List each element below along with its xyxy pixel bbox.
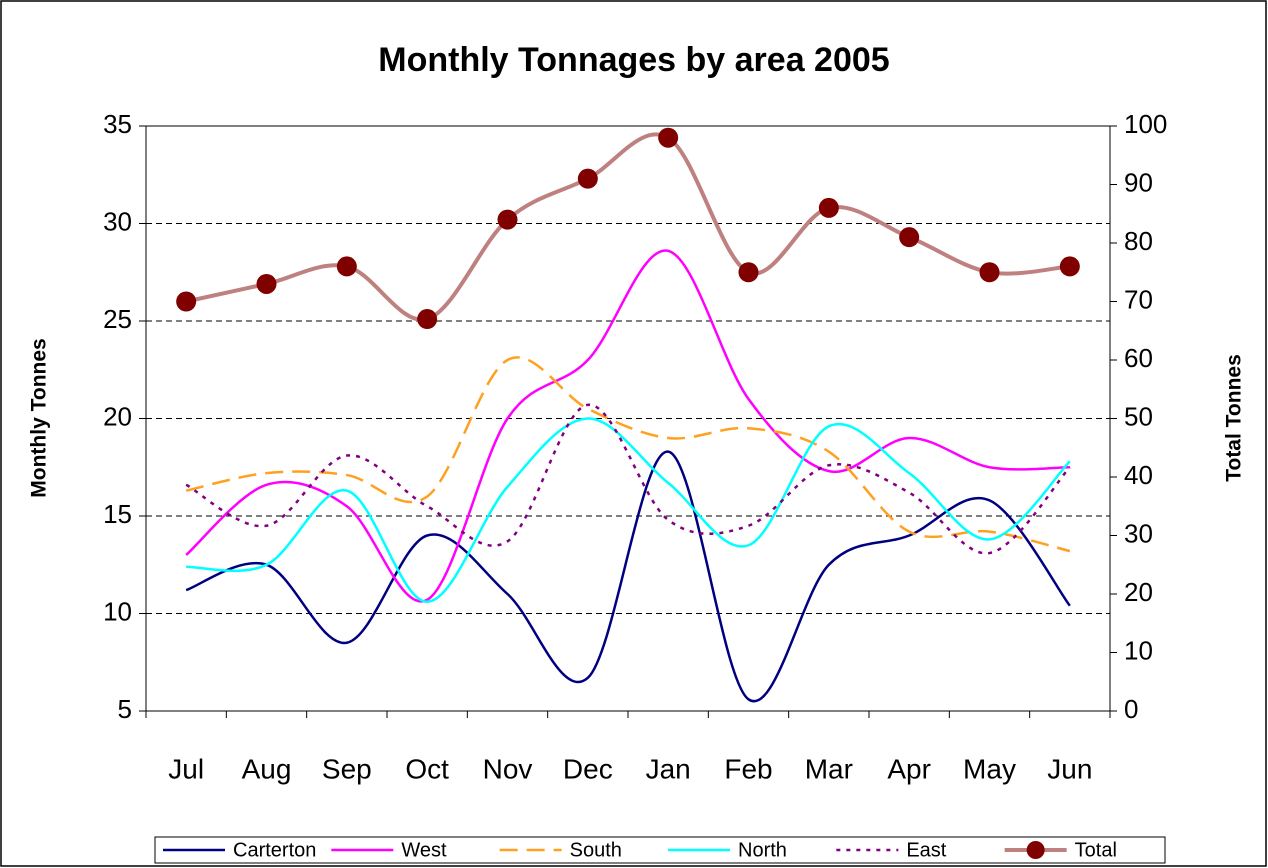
legend-label: East bbox=[906, 839, 946, 861]
y2-tick-label: 50 bbox=[1124, 401, 1153, 431]
series-marker bbox=[818, 197, 839, 218]
y2-tick-label: 90 bbox=[1124, 167, 1153, 197]
legend-label: North bbox=[738, 839, 787, 861]
y2-tick-label: 80 bbox=[1124, 226, 1153, 256]
x-tick-label: Jan bbox=[646, 753, 691, 784]
y2-tick-label: 0 bbox=[1124, 694, 1138, 724]
series-line bbox=[186, 417, 1071, 604]
y2-tick-label: 40 bbox=[1124, 460, 1153, 490]
x-tick-label: Oct bbox=[405, 753, 449, 784]
series-marker bbox=[899, 227, 920, 248]
y-tick-label: 10 bbox=[103, 596, 132, 626]
x-tick-label: Feb bbox=[724, 753, 772, 784]
x-tick-label: Jul bbox=[168, 753, 204, 784]
x-tick-label: May bbox=[963, 753, 1016, 784]
series-marker bbox=[577, 168, 598, 189]
y-tick-label: 5 bbox=[118, 694, 132, 724]
y2-axis-label: Total Tonnes bbox=[1223, 354, 1246, 482]
y2-tick-label: 20 bbox=[1124, 577, 1153, 607]
y-tick-label: 35 bbox=[103, 109, 132, 139]
legend-label: Carterton bbox=[233, 839, 316, 861]
series-marker bbox=[658, 127, 679, 148]
legend-label: South bbox=[570, 839, 622, 861]
legend-marker bbox=[1026, 841, 1045, 859]
x-tick-label: Dec bbox=[563, 753, 613, 784]
y2-tick-label: 70 bbox=[1124, 284, 1153, 314]
series-line bbox=[185, 249, 1070, 603]
x-tick-label: Nov bbox=[483, 753, 533, 784]
series-marker bbox=[738, 262, 759, 283]
series-marker bbox=[497, 209, 518, 230]
chart-title: Monthly Tonnages by area 2005 bbox=[378, 41, 889, 79]
y2-tick-label: 100 bbox=[1124, 109, 1167, 139]
legend-box bbox=[154, 836, 1166, 864]
x-tick-label: Aug bbox=[242, 753, 292, 784]
series-marker bbox=[336, 256, 357, 277]
y-axis-label: Monthly Tonnes bbox=[28, 338, 51, 497]
series-marker bbox=[176, 291, 197, 312]
series-marker bbox=[417, 309, 438, 330]
series-marker bbox=[1059, 256, 1080, 277]
legend-label: West bbox=[401, 839, 447, 861]
series-line bbox=[185, 403, 1071, 555]
x-tick-label: Jun bbox=[1047, 753, 1092, 784]
y-tick-label: 15 bbox=[103, 499, 132, 529]
y-tick-label: 20 bbox=[103, 401, 132, 431]
legend-label: Total bbox=[1075, 839, 1117, 861]
x-tick-label: Mar bbox=[805, 753, 853, 784]
y-tick-label: 25 bbox=[103, 304, 132, 334]
y2-tick-label: 60 bbox=[1124, 343, 1153, 373]
y2-tick-label: 30 bbox=[1124, 518, 1153, 548]
series-line bbox=[185, 356, 1071, 553]
y-tick-label: 30 bbox=[103, 206, 132, 236]
y2-tick-label: 10 bbox=[1124, 635, 1153, 665]
x-tick-label: Sep bbox=[322, 753, 372, 784]
series-line bbox=[185, 450, 1071, 703]
series-marker bbox=[979, 262, 1000, 283]
series-marker bbox=[256, 273, 277, 294]
x-tick-label: Apr bbox=[887, 753, 931, 784]
